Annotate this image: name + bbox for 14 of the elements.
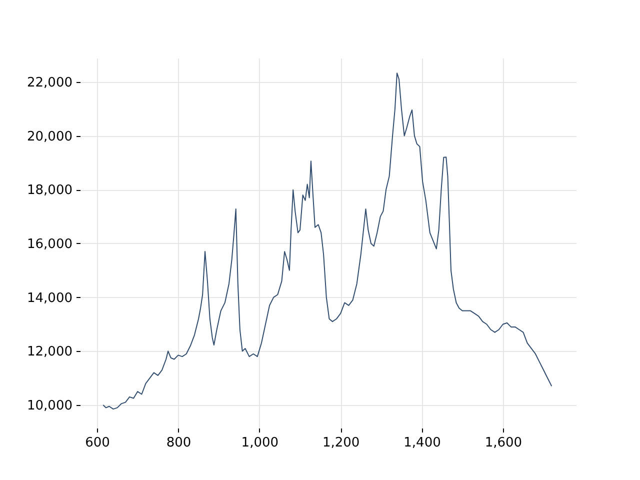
- x-tick-label: 1,200: [322, 436, 360, 450]
- x-tick-label: 1,600: [484, 436, 522, 450]
- y-tick-label: 20,000: [27, 129, 72, 144]
- y-tick-label: 22,000: [27, 75, 72, 90]
- line-series: [102, 72, 552, 410]
- y-tick-label: 18,000: [27, 183, 72, 198]
- y-tick-label: 16,000: [27, 236, 72, 252]
- x-tick-label: 800: [166, 436, 192, 450]
- x-tick-label: 600: [85, 436, 110, 450]
- x-tick-label: 1,400: [404, 436, 441, 450]
- y-tick-label: 12,000: [27, 344, 72, 360]
- y-tick-label: 14,000: [27, 290, 72, 306]
- y-tick-label: 10,000: [27, 398, 72, 414]
- x-tick-label: 1,000: [241, 436, 279, 450]
